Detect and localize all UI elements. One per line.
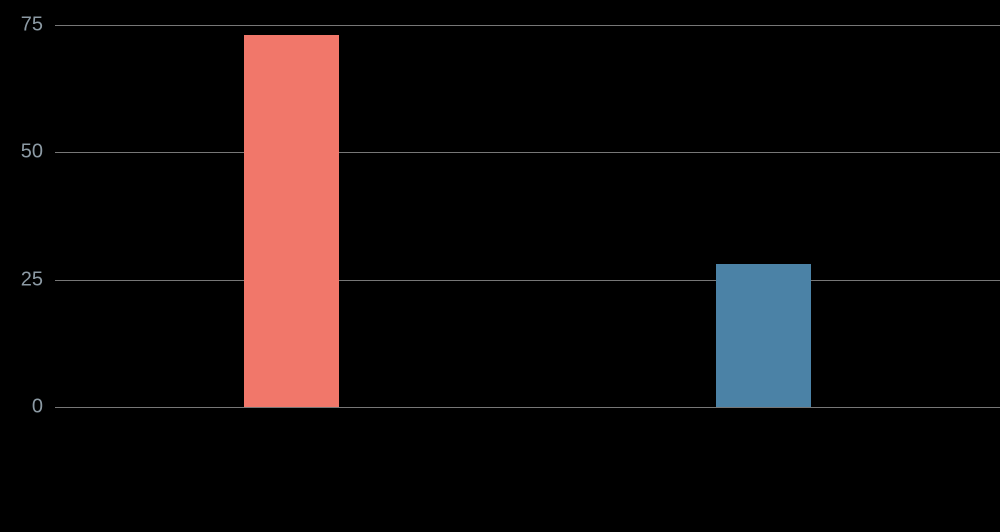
y-tick-label: 25 bbox=[0, 268, 43, 291]
y-tick-label: 75 bbox=[0, 14, 43, 37]
y-tick-label: 50 bbox=[0, 141, 43, 164]
y-tick-label: 0 bbox=[0, 396, 43, 419]
gridline bbox=[55, 280, 1000, 281]
plot-area bbox=[55, 25, 1000, 407]
bar bbox=[244, 35, 339, 407]
gridline bbox=[55, 25, 1000, 26]
gridline bbox=[55, 152, 1000, 153]
bar bbox=[716, 264, 811, 407]
gridline bbox=[55, 407, 1000, 408]
bar-chart: 0 25 50 75 bbox=[0, 0, 1000, 532]
